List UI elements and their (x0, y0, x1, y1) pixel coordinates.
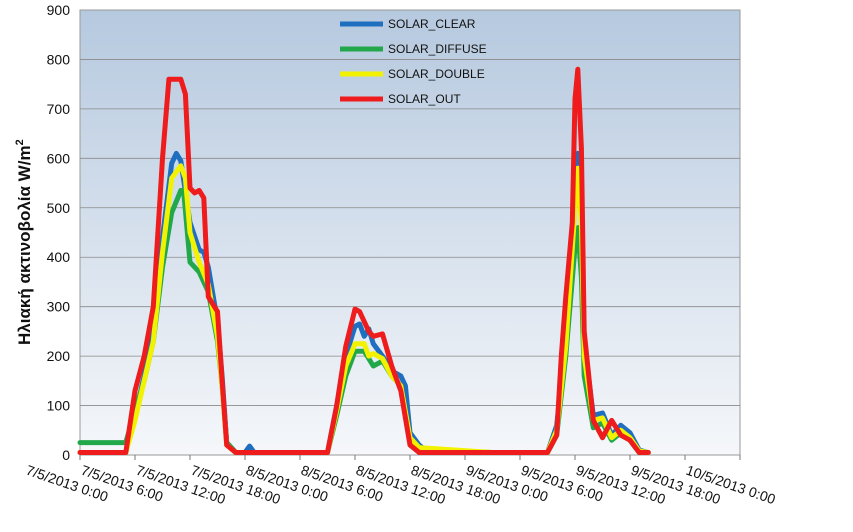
y-tick-label: 300 (47, 299, 71, 315)
y-tick-label: 800 (47, 51, 71, 67)
y-tick-label: 700 (47, 101, 71, 117)
y-tick-label: 900 (47, 2, 71, 18)
legend-label: SOLAR_DIFFUSE (388, 42, 487, 56)
legend-label: SOLAR_OUT (388, 92, 461, 106)
y-axis-label: Ηλιακή ακτινοβολία W/m2 (14, 139, 34, 345)
y-tick-label: 400 (47, 249, 71, 265)
y-tick-label: 600 (47, 150, 71, 166)
legend-label: SOLAR_CLEAR (388, 17, 476, 31)
series-layer (77, 66, 651, 455)
y-tick-label: 0 (62, 447, 70, 463)
y-tick-label: 100 (47, 398, 71, 414)
y-axis-label-sup: 2 (14, 139, 26, 145)
y-tick-label: 200 (47, 348, 71, 364)
x-axis-ticks: 7/5/2013 0:007/5/2013 6:007/5/2013 12:00… (24, 455, 778, 507)
y-axis-ticks: 0 100 200 300 400 500 600 700 800 900 (47, 2, 71, 463)
legend: SOLAR_CLEAR SOLAR_DIFFUSE SOLAR_DOUBLE SOLA… (340, 17, 487, 106)
legend-label: SOLAR_DOUBLE (388, 67, 485, 81)
series-line-solar-out (77, 66, 651, 455)
y-axis-label-text: Ηλιακή ακτινοβολία W/m (15, 145, 34, 345)
y-tick-label: 500 (47, 200, 71, 216)
